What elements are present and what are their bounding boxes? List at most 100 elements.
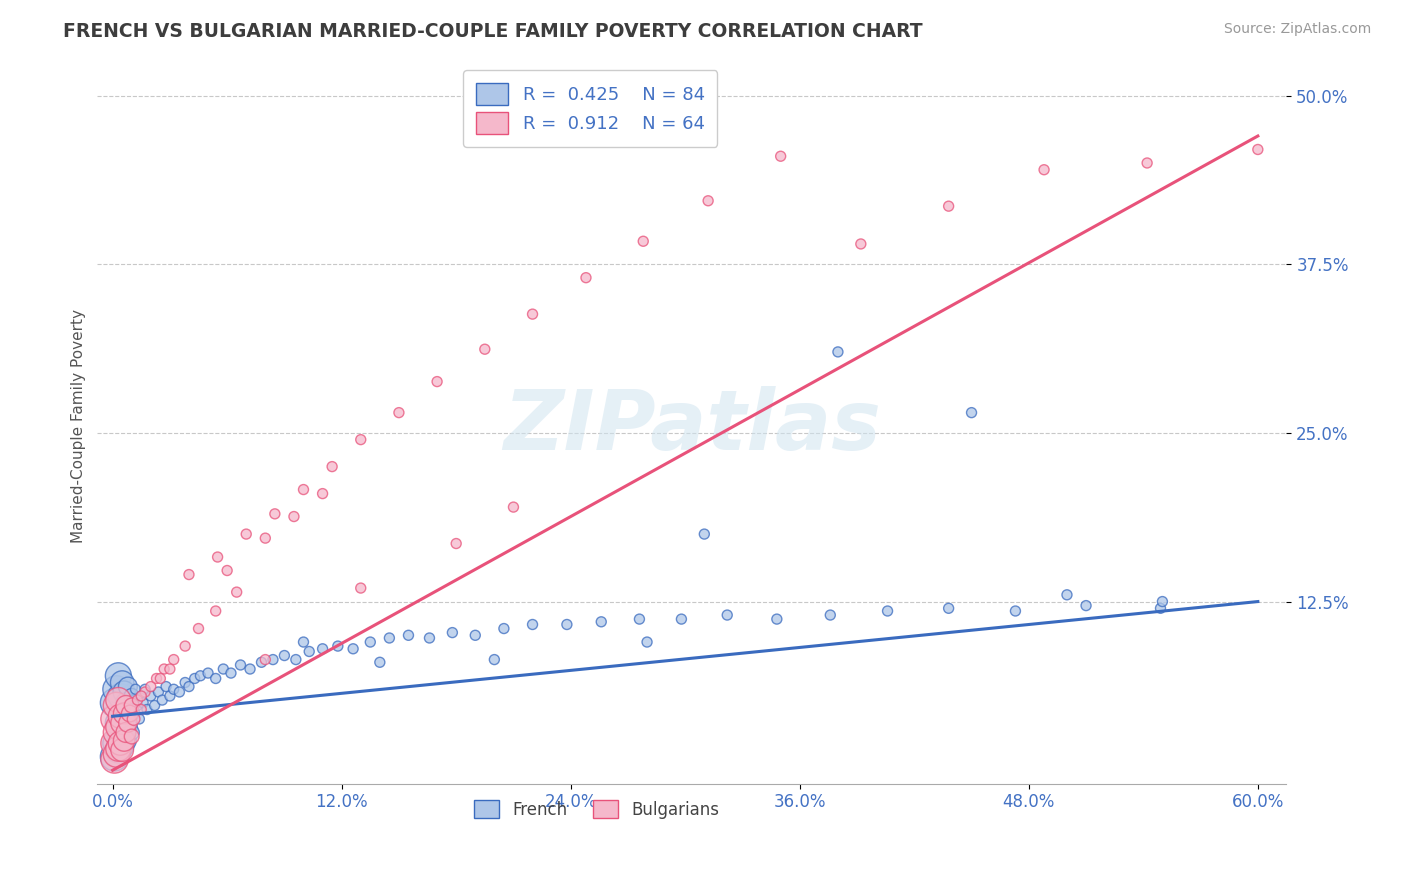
- Point: [112, 685, 135, 699]
- Point: [1056, 588, 1078, 602]
- Point: [183, 672, 205, 686]
- Point: [103, 712, 125, 726]
- Point: [769, 149, 792, 163]
- Point: [107, 743, 129, 757]
- Text: FRENCH VS BULGARIAN MARRIED-COUPLE FAMILY POVERTY CORRELATION CHART: FRENCH VS BULGARIAN MARRIED-COUPLE FAMIL…: [63, 22, 922, 41]
- Point: [174, 675, 197, 690]
- Point: [117, 720, 139, 734]
- Point: [444, 536, 467, 550]
- Point: [273, 648, 295, 663]
- Point: [631, 234, 654, 248]
- Point: [107, 693, 129, 707]
- Point: [204, 672, 226, 686]
- Point: [143, 698, 166, 713]
- Point: [105, 736, 128, 750]
- Point: [110, 709, 132, 723]
- Point: [103, 736, 125, 750]
- Point: [716, 608, 738, 623]
- Point: [111, 675, 134, 690]
- Point: [139, 689, 162, 703]
- Point: [250, 655, 273, 669]
- Point: [960, 406, 983, 420]
- Point: [190, 669, 212, 683]
- Point: [148, 685, 170, 699]
- Point: [115, 733, 138, 747]
- Point: [110, 730, 132, 744]
- Point: [103, 696, 125, 710]
- Point: [284, 652, 307, 666]
- Text: ZIPatlas: ZIPatlas: [503, 385, 880, 467]
- Point: [522, 617, 544, 632]
- Point: [159, 662, 181, 676]
- Point: [492, 622, 515, 636]
- Point: [292, 635, 315, 649]
- Point: [110, 689, 132, 703]
- Point: [827, 345, 849, 359]
- Y-axis label: Married-Couple Family Poverty: Married-Couple Family Poverty: [72, 310, 86, 543]
- Point: [671, 612, 693, 626]
- Point: [368, 655, 391, 669]
- Point: [111, 743, 134, 757]
- Point: [105, 747, 128, 761]
- Point: [254, 652, 277, 666]
- Point: [426, 375, 449, 389]
- Point: [298, 644, 321, 658]
- Point: [127, 698, 149, 713]
- Point: [766, 612, 789, 626]
- Point: [107, 720, 129, 734]
- Point: [139, 680, 162, 694]
- Point: [697, 194, 720, 208]
- Point: [107, 741, 129, 756]
- Point: [174, 639, 197, 653]
- Point: [115, 698, 138, 713]
- Point: [155, 680, 177, 694]
- Point: [254, 531, 277, 545]
- Point: [153, 662, 176, 676]
- Point: [136, 702, 159, 716]
- Point: [118, 704, 141, 718]
- Point: [105, 682, 128, 697]
- Point: [149, 672, 172, 686]
- Point: [132, 696, 155, 710]
- Point: [1074, 599, 1097, 613]
- Point: [150, 693, 173, 707]
- Point: [105, 698, 128, 713]
- Point: [111, 739, 134, 753]
- Point: [938, 199, 960, 213]
- Point: [1033, 162, 1056, 177]
- Point: [225, 585, 247, 599]
- Point: [163, 682, 186, 697]
- Point: [628, 612, 651, 626]
- Point: [112, 723, 135, 737]
- Point: [235, 527, 257, 541]
- Point: [187, 622, 209, 636]
- Point: [398, 628, 420, 642]
- Point: [636, 635, 658, 649]
- Point: [311, 486, 333, 500]
- Point: [115, 725, 138, 739]
- Point: [575, 270, 598, 285]
- Point: [122, 706, 145, 721]
- Point: [121, 725, 143, 739]
- Point: [177, 680, 200, 694]
- Point: [1247, 143, 1270, 157]
- Point: [219, 666, 242, 681]
- Point: [342, 641, 364, 656]
- Point: [876, 604, 898, 618]
- Point: [217, 564, 239, 578]
- Point: [110, 736, 132, 750]
- Point: [418, 631, 440, 645]
- Point: [938, 601, 960, 615]
- Point: [693, 527, 716, 541]
- Point: [388, 406, 411, 420]
- Point: [1136, 156, 1159, 170]
- Point: [350, 433, 373, 447]
- Point: [107, 669, 129, 683]
- Point: [127, 693, 149, 707]
- Point: [292, 483, 315, 497]
- Point: [441, 625, 464, 640]
- Point: [122, 712, 145, 726]
- Point: [204, 604, 226, 618]
- Text: Source: ZipAtlas.com: Source: ZipAtlas.com: [1223, 22, 1371, 37]
- Point: [112, 706, 135, 721]
